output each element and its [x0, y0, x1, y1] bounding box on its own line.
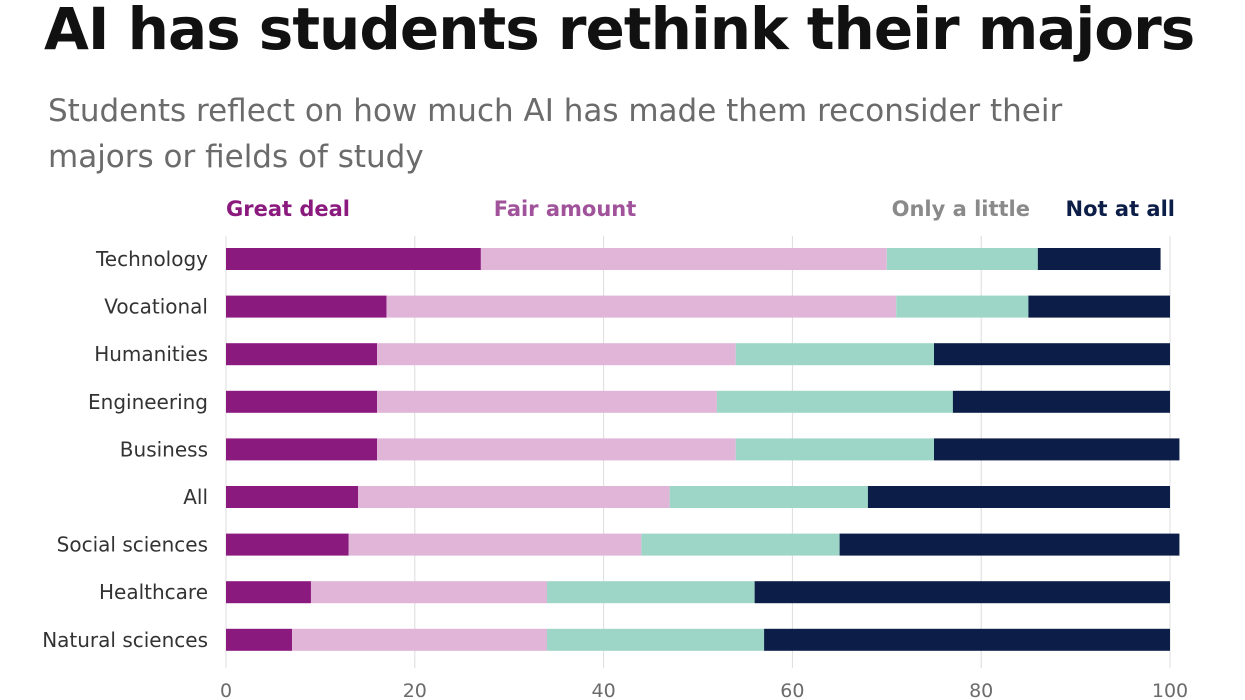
bar-segment-only-a-little	[896, 295, 1029, 318]
category-label: Healthcare	[99, 580, 208, 604]
bar-segment-great-deal	[226, 343, 378, 366]
bar-segment-great-deal	[226, 581, 311, 604]
bar-segment-not-at-all	[754, 581, 1170, 604]
bar-segment-only-a-little	[546, 628, 765, 651]
category-label: Technology	[95, 247, 208, 271]
legend-label: Not at all	[1066, 197, 1175, 221]
bar-segment-great-deal	[226, 295, 387, 318]
category-label: Natural sciences	[42, 628, 208, 652]
legend: Great deal Fair amount Only a little Not at…	[226, 197, 1175, 221]
category-label: All	[183, 485, 208, 509]
x-tick-label: 0	[220, 680, 232, 700]
category-label: Humanities	[94, 342, 208, 366]
bar-segment-fair-amount	[358, 486, 670, 508]
category-label: Business	[120, 437, 208, 461]
bar-segment-great-deal	[226, 533, 349, 556]
legend-label: Fair amount	[494, 197, 637, 221]
x-tick-labels: 0 20 40 60 80 100	[220, 680, 1188, 700]
bar-segment-only-a-little	[546, 581, 755, 604]
bar-segment-not-at-all	[839, 533, 1180, 556]
chart-subtitle: Students reflect on how much AI has made…	[48, 93, 1063, 175]
bar-segment-not-at-all	[764, 628, 1170, 651]
bar-segment-not-at-all	[867, 486, 1170, 508]
category-labels: Technology Vocational Humanities Engineerin…	[42, 247, 208, 652]
bar-segment-not-at-all	[934, 438, 1180, 461]
chart-title: AI has students rethink their majors	[44, 0, 1195, 63]
bar-segment-not-at-all	[952, 390, 1170, 413]
bars	[226, 248, 1180, 651]
bar-segment-not-at-all	[1028, 295, 1170, 318]
x-tick-label: 40	[592, 680, 616, 700]
x-tick-label: 80	[969, 680, 993, 700]
bar-segment-great-deal	[226, 486, 359, 508]
legend-label: Great deal	[226, 197, 350, 221]
bar-segment-fair-amount	[386, 295, 897, 318]
category-label: Social sciences	[57, 533, 208, 557]
bar-segment-only-a-little	[735, 438, 934, 461]
bar-segment-only-a-little	[886, 248, 1038, 270]
bar-segment-great-deal	[226, 390, 378, 413]
bar-segment-great-deal	[226, 628, 293, 651]
x-tick-label: 20	[403, 680, 427, 700]
bar-segment-only-a-little	[669, 486, 868, 508]
bar-segment-only-a-little	[641, 533, 840, 556]
category-label: Engineering	[88, 390, 208, 414]
bar-segment-fair-amount	[310, 581, 547, 604]
x-tick-label: 100	[1152, 680, 1188, 700]
bar-segment-fair-amount	[292, 628, 547, 651]
bar-segment-great-deal	[226, 438, 378, 461]
bar-segment-fair-amount	[377, 438, 736, 461]
bar-segment-not-at-all	[1037, 248, 1161, 270]
bar-segment-fair-amount	[348, 533, 642, 556]
bar-segment-fair-amount	[377, 343, 736, 366]
x-tick-label: 60	[780, 680, 804, 700]
bar-segment-only-a-little	[735, 343, 934, 366]
bar-segment-fair-amount	[480, 248, 887, 270]
category-label: Vocational	[104, 295, 208, 319]
bar-segment-fair-amount	[377, 390, 717, 413]
bar-segment-only-a-little	[716, 390, 953, 413]
legend-label: Only a little	[892, 197, 1030, 221]
bar-segment-not-at-all	[934, 343, 1170, 366]
bar-segment-great-deal	[226, 248, 481, 270]
